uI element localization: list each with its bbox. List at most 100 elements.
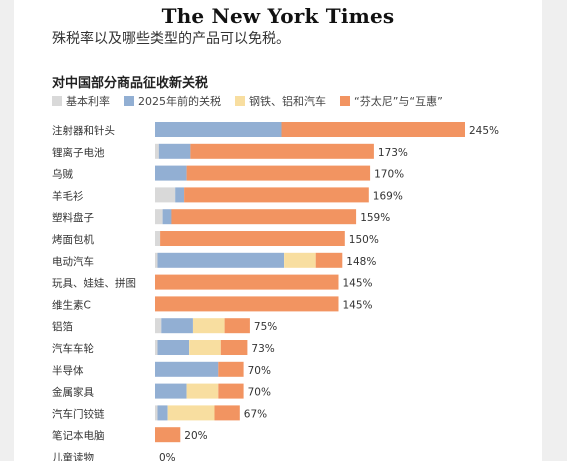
legend-item-fentanyl: “芬太尼”与“互惠” — [340, 93, 443, 109]
bar-row: 烤面包机 150% — [52, 231, 379, 246]
bar-segment-steel — [284, 252, 316, 268]
value-label: 173% — [378, 147, 408, 159]
bar-row: 维生素C 145% — [52, 296, 373, 312]
category-label: 塑料盘子 — [52, 211, 94, 224]
bar-segment-pre2025 — [155, 165, 187, 181]
category-label: 铝箔 — [52, 320, 73, 333]
value-label: 150% — [349, 234, 379, 246]
bar-segment-base — [155, 209, 163, 225]
category-label: 注射器和针头 — [52, 124, 115, 137]
value-label: 70% — [248, 365, 271, 377]
value-label: 145% — [343, 278, 373, 290]
value-label: 148% — [346, 256, 376, 268]
bar-row: 儿童读物 0% — [52, 451, 176, 461]
category-label: 羊毛衫 — [52, 189, 84, 202]
bar-row: 汽车门铰链 67% — [52, 405, 267, 421]
value-label: 159% — [360, 212, 390, 224]
category-label: 维生素C — [52, 298, 91, 311]
bar-segment-fentanyl — [171, 209, 357, 225]
value-label: 67% — [244, 408, 267, 420]
bar-row: 玩具、娃娃、拼图 145% — [52, 274, 373, 290]
bar-segment-base — [155, 405, 158, 421]
bar-segment-pre2025 — [157, 405, 168, 421]
value-label: 0% — [159, 452, 176, 461]
category-label: 笔记本电脑 — [52, 429, 105, 442]
bar-row: 乌贼 170% — [52, 165, 404, 181]
bar-segment-steel — [186, 383, 219, 399]
bar-row: 锂离子电池 173% — [52, 143, 408, 159]
legend-label-fentanyl: “芬太尼”与“互惠” — [354, 95, 443, 108]
bar-row: 铝箔 75% — [52, 318, 277, 334]
masthead-logo[interactable]: The New York Times — [161, 4, 395, 28]
bar-segment-fentanyl — [190, 143, 374, 159]
legend-swatch-pre2025 — [124, 96, 134, 106]
bar-segment-base — [155, 340, 158, 355]
article-page: The New York Times 殊税率以及哪些类型的产品可以免税。 对中国… — [14, 0, 542, 461]
bar-segment-pre2025 — [155, 361, 219, 377]
intro-text: 殊税率以及哪些类型的产品可以免税。 — [52, 31, 290, 44]
bar-row: 羊毛衫 169% — [52, 187, 403, 203]
chart-legend: 基本利率 2025年前的关税 钢铁、铝和汽车 “芬太尼”与“互惠” — [52, 94, 457, 108]
category-label: 电动汽车 — [52, 255, 94, 268]
bar-row: 塑料盘子 159% — [52, 209, 390, 225]
category-label: 半导体 — [52, 364, 84, 377]
bar-segment-pre2025 — [157, 252, 284, 268]
bar-segment-fentanyl — [160, 231, 345, 246]
bar-segment-fentanyl — [218, 361, 244, 377]
bar-segment-base — [155, 187, 176, 203]
category-label: 锂离子电池 — [52, 146, 105, 159]
bar-row: 电动汽车 148% — [52, 252, 376, 268]
bar-segment-pre2025 — [155, 122, 282, 137]
tariff-bar-chart: 注射器和针头 245% 锂离子电池 173% 乌贼 170% 羊毛衫 169% 塑料盘子 159%… — [52, 122, 499, 461]
value-label: 169% — [373, 190, 403, 202]
bar-row: 笔记本电脑 20% — [52, 427, 208, 443]
category-label: 玩具、娃娃、拼图 — [52, 277, 136, 290]
bar-row: 半导体 70% — [52, 361, 271, 377]
bar-segment-fentanyl — [184, 187, 369, 203]
category-label: 金属家具 — [52, 386, 94, 399]
value-label: 20% — [184, 430, 207, 442]
bar-segment-fentanyl — [315, 252, 343, 268]
bar-segment-base — [155, 318, 162, 334]
legend-item-base: 基本利率 — [52, 93, 110, 109]
bar-segment-fentanyl — [224, 318, 250, 334]
category-label: 汽车门铰链 — [52, 407, 105, 420]
legend-swatch-steel — [235, 96, 245, 106]
value-label: 73% — [251, 343, 274, 355]
bar-segment-pre2025 — [157, 340, 190, 355]
value-label: 170% — [374, 169, 404, 181]
legend-label-pre2025: 2025年前的关税 — [138, 95, 221, 108]
value-label: 145% — [343, 299, 373, 311]
category-label: 烤面包机 — [52, 233, 94, 246]
bar-segment-steel — [189, 340, 221, 355]
bar-row: 汽车车轮 73% — [52, 340, 275, 355]
value-label: 70% — [248, 387, 271, 399]
legend-swatch-base — [52, 96, 62, 106]
bar-segment-fentanyl — [214, 405, 240, 421]
bar-segment-fentanyl — [281, 122, 465, 137]
category-label: 乌贼 — [52, 168, 73, 181]
legend-swatch-fentanyl — [340, 96, 350, 106]
legend-item-pre2025: 2025年前的关税 — [124, 93, 221, 109]
bar-segment-pre2025 — [175, 187, 185, 203]
bar-segment-pre2025 — [155, 383, 187, 399]
bar-row: 注射器和针头 245% — [52, 122, 499, 137]
legend-item-steel: 钢铁、铝和汽车 — [235, 93, 326, 109]
bar-segment-fentanyl — [186, 165, 371, 181]
bar-segment-pre2025 — [162, 209, 172, 225]
legend-label-base: 基本利率 — [66, 95, 110, 108]
category-label: 儿童读物 — [52, 451, 94, 461]
bar-segment-base — [155, 252, 158, 268]
bar-segment-fentanyl — [218, 383, 244, 399]
bar-segment-steel — [193, 318, 225, 334]
category-label: 汽车车轮 — [52, 342, 94, 355]
bar-segment-fentanyl — [155, 274, 339, 290]
bar-segment-base — [155, 231, 161, 246]
bar-segment-base — [155, 143, 159, 159]
legend-label-steel: 钢铁、铝和汽车 — [249, 95, 326, 108]
bar-row: 金属家具 70% — [52, 383, 271, 399]
bar-segment-fentanyl — [155, 296, 339, 312]
bar-segment-steel — [167, 405, 215, 421]
bar-segment-pre2025 — [158, 143, 191, 159]
bar-segment-pre2025 — [161, 318, 193, 334]
